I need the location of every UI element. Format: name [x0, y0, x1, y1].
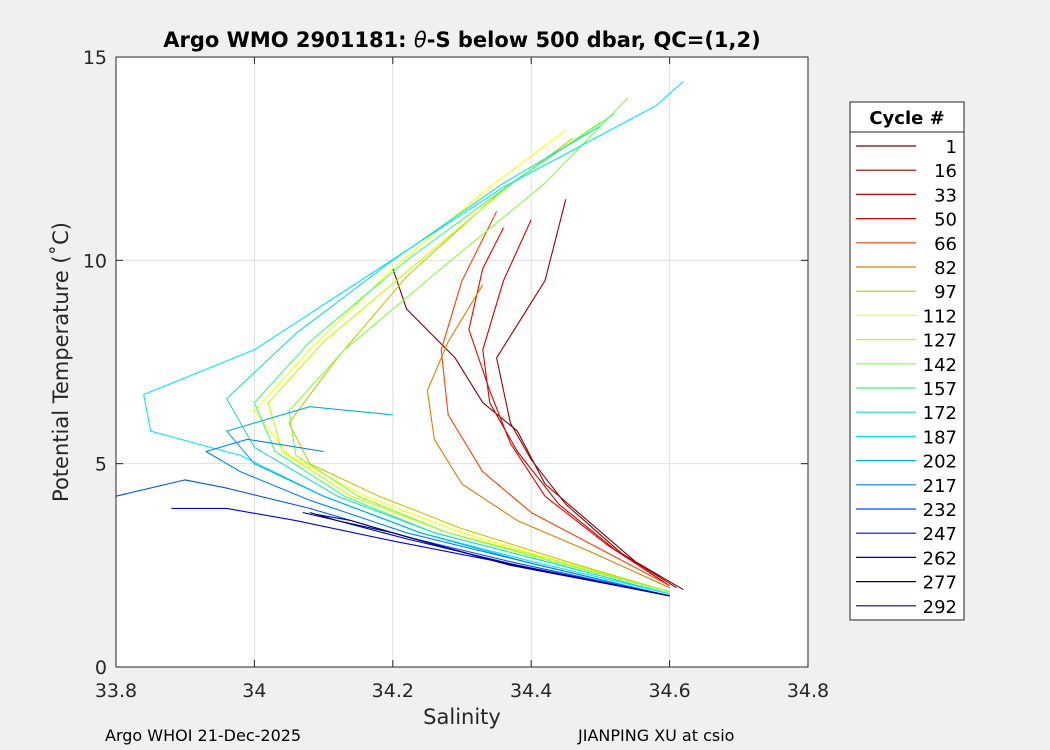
series-line-cycle-217	[205, 438, 670, 597]
legend-label-cycle-157: 157	[923, 379, 957, 400]
series-line-cycle-127	[267, 121, 670, 593]
legend: Cycle # 1 16 33 50 66 82 97 112 127 142 157 172 187 2…	[849, 101, 965, 621]
legend-entries: 1 16 33 50 66 82 97 112 127 142 157 172 187 202 217 232…	[856, 137, 957, 618]
legend-label-cycle-247: 247	[923, 524, 957, 545]
x-tick-label: 34.2	[372, 680, 414, 702]
legend-label-cycle-217: 217	[923, 476, 957, 497]
y-tick-label: 15	[83, 47, 107, 69]
series-line-cycle-82	[426, 284, 670, 589]
footer-right: JIANPING XU at csio	[578, 726, 735, 745]
legend-label-cycle-202: 202	[923, 452, 957, 473]
legend-title: Cycle #	[869, 108, 944, 129]
series-line-cycle-50	[468, 227, 670, 587]
series-line-cycle-97	[288, 137, 670, 593]
x-tick-label: 34	[242, 680, 266, 702]
legend-label-cycle-1: 1	[946, 137, 957, 158]
legend-label-cycle-50: 50	[934, 210, 957, 231]
series-line-cycle-172	[226, 125, 670, 595]
legend-label-cycle-82: 82	[934, 258, 957, 279]
chart-title: Argo WMO 2901181: θ-S below 500 dbar, QC…	[163, 28, 760, 52]
series-line-cycle-16	[496, 199, 677, 589]
x-tick-label: 34.8	[787, 680, 829, 702]
x-tick-label: 34.4	[510, 680, 552, 702]
x-tick-label: 33.8	[95, 680, 137, 702]
x-tick-label: 34.6	[648, 680, 690, 702]
legend-label-cycle-232: 232	[923, 500, 957, 521]
y-axis-label: Potential Temperature (˚C)	[49, 222, 73, 502]
footer-left: Argo WHOI 21-Dec-2025	[105, 726, 302, 745]
legend-label-cycle-97: 97	[934, 282, 957, 303]
legend-label-cycle-33: 33	[934, 185, 957, 206]
series-line-cycle-66	[440, 211, 670, 587]
legend-label-cycle-172: 172	[923, 403, 957, 424]
legend-label-cycle-127: 127	[923, 331, 957, 352]
series-line-cycle-142	[288, 97, 670, 593]
y-tick-label: 5	[95, 454, 107, 476]
legend-label-cycle-277: 277	[923, 573, 957, 594]
x-tick-labels: 33.8 34 34.2 34.4 34.6 34.8	[95, 680, 829, 702]
y-tick-labels: 0 5 10 15	[83, 47, 107, 679]
legend-label-cycle-187: 187	[923, 427, 957, 448]
series-line-cycle-202	[226, 406, 670, 597]
axes-box	[115, 56, 809, 668]
y-tick-label: 10	[83, 250, 107, 272]
legend-label-cycle-142: 142	[923, 355, 957, 376]
plot-area	[116, 57, 808, 667]
legend-label-cycle-66: 66	[934, 234, 957, 255]
legend-label-cycle-16: 16	[934, 161, 957, 182]
legend-label-cycle-112: 112	[923, 306, 957, 327]
legend-label-cycle-262: 262	[923, 548, 957, 569]
y-tick-label: 0	[95, 657, 107, 679]
plot-lines	[115, 80, 684, 597]
series-line-cycle-292	[316, 513, 670, 597]
tick-marks	[115, 56, 809, 668]
x-axis-label: Salinity	[423, 705, 501, 729]
series-line-cycle-232	[115, 479, 670, 597]
legend-label-cycle-292: 292	[923, 597, 957, 618]
